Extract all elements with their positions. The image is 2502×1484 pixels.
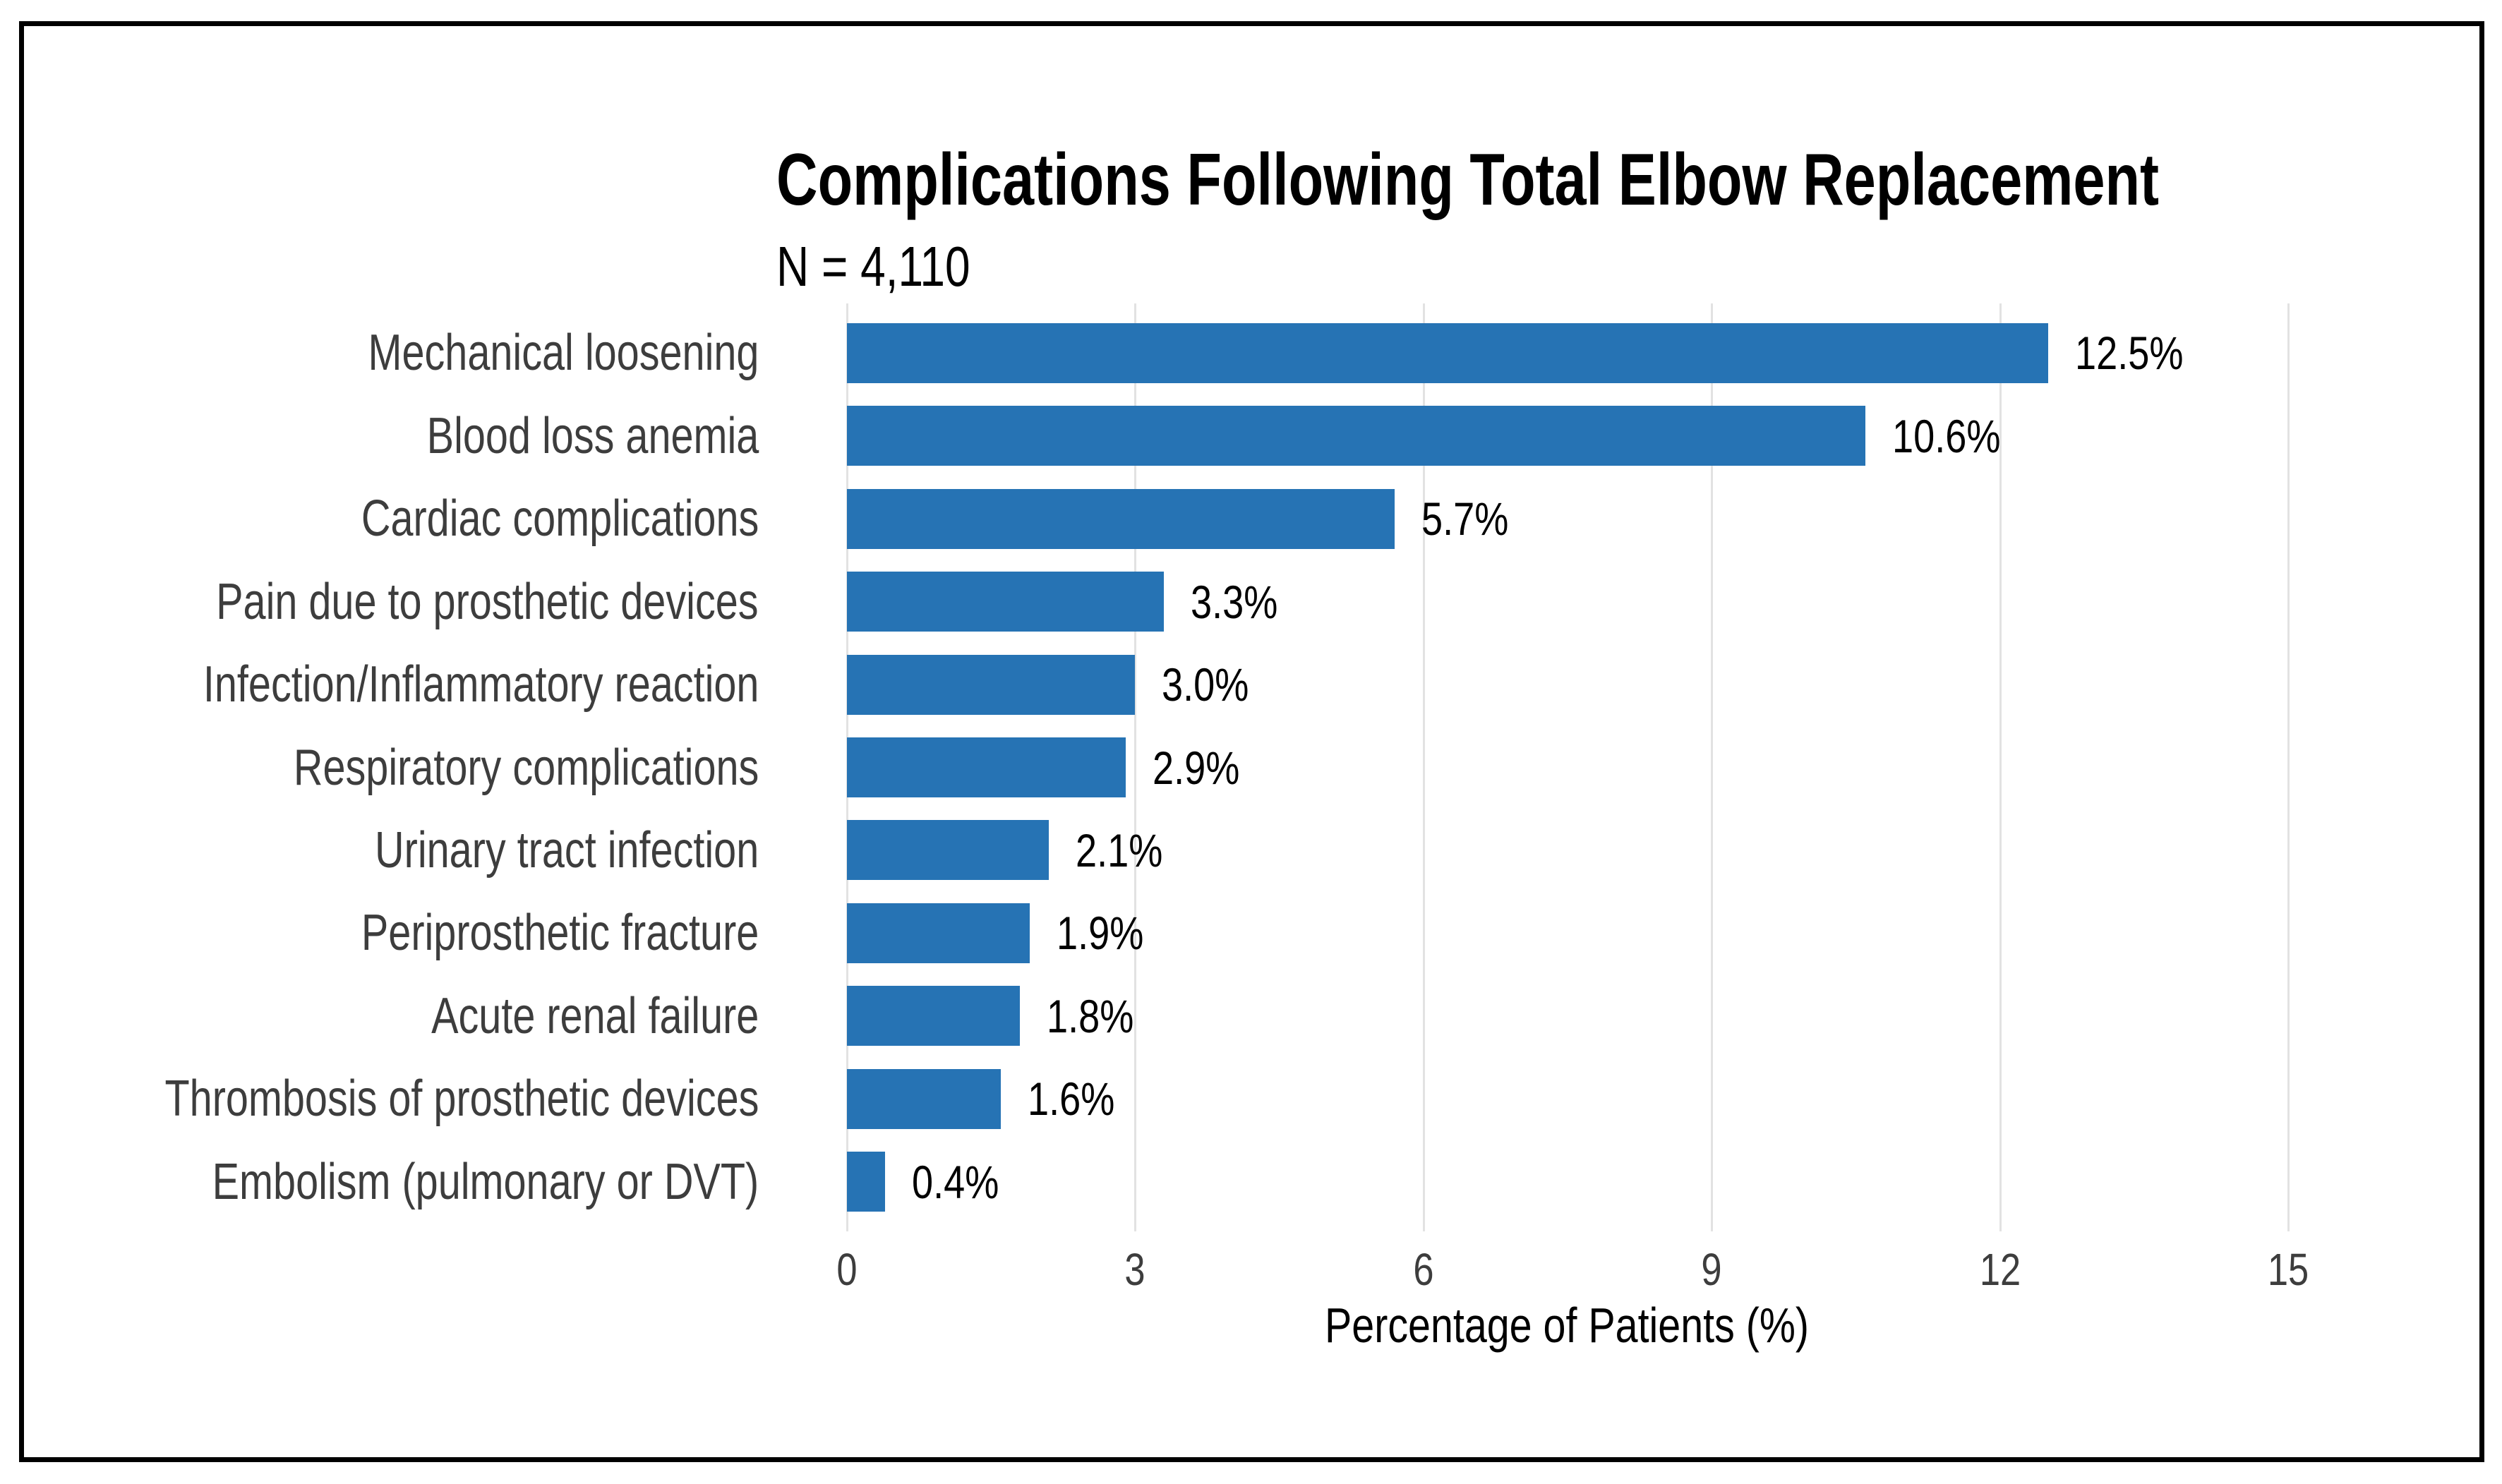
value-label: 1.9% [1057,907,1144,959]
value-label: 1.8% [1047,990,1134,1042]
category-label: Blood loss anemia [426,408,759,464]
value-label: 3.3% [1191,576,1278,628]
value-label: 12.5% [2075,327,2184,379]
x-gridline [1711,303,1713,1231]
x-axis-tick-label: 0 [836,1244,858,1295]
chart-title: Complications Following Total Elbow Repl… [776,139,2160,221]
x-gridline [2287,303,2290,1231]
value-label: 3.0% [1162,658,1249,711]
value-label: 1.6% [1028,1073,1115,1125]
x-axis-title: Percentage of Patients (%) [1325,1298,1809,1353]
x-gridline [1134,303,1136,1231]
bar [847,572,1164,632]
value-label: 10.6% [1892,410,2001,462]
bar [847,323,2048,383]
bar [847,903,1030,963]
bar [847,737,1126,797]
bar [847,986,1020,1046]
bar [847,655,1135,715]
bar [847,820,1049,880]
x-axis-tick-label: 15 [2267,1244,2309,1295]
category-label: Periprosthetic fracture [361,905,759,961]
bar [847,406,1865,466]
category-label: Urinary tract infection [374,822,759,879]
x-axis-tick-label: 9 [1701,1244,1722,1295]
bar [847,1069,1001,1129]
bar [847,1152,885,1212]
x-gridline [1423,303,1425,1231]
category-label: Respiratory complications [293,740,759,796]
category-label: Acute renal failure [431,988,759,1044]
plot-panel [846,303,2442,1231]
chart-subtitle: N = 4,110 [776,235,970,298]
x-gridline [1999,303,2002,1231]
category-label: Cardiac complications [361,490,759,547]
value-label: 2.9% [1153,742,1240,794]
category-label: Thrombosis of prosthetic devices [164,1070,759,1127]
category-label: Embolism (pulmonary or DVT) [212,1154,759,1210]
value-label: 5.7% [1421,493,1509,545]
bar [847,489,1395,549]
x-axis-tick-label: 6 [1413,1244,1434,1295]
x-axis-tick-label: 3 [1124,1244,1145,1295]
value-label: 2.1% [1076,824,1163,876]
value-label: 0.4% [912,1156,999,1208]
category-label: Mechanical loosening [368,325,759,381]
x-axis-tick-label: 12 [1979,1244,2021,1295]
category-label: Infection/Inflammatory reaction [203,656,759,713]
category-label: Pain due to prosthetic devices [216,574,759,630]
